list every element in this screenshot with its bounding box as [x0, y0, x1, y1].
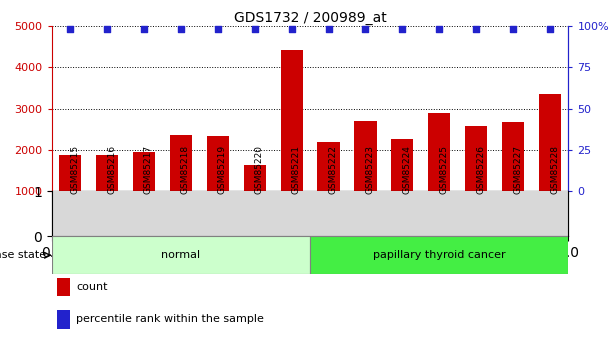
- Text: count: count: [77, 282, 108, 292]
- Bar: [52, 236, 310, 274]
- Bar: [310, 236, 568, 274]
- Point: [508, 27, 518, 32]
- Point: [545, 27, 555, 32]
- Text: GSM85225: GSM85225: [439, 145, 448, 194]
- Text: GSM85218: GSM85218: [181, 145, 190, 194]
- Point: [213, 27, 223, 32]
- Bar: [170, 135, 192, 233]
- Point: [471, 27, 481, 32]
- Point: [250, 27, 260, 32]
- Bar: [133, 152, 155, 233]
- Bar: [392, 139, 413, 233]
- Bar: [57, 278, 70, 296]
- Point: [139, 27, 149, 32]
- Point: [287, 27, 297, 32]
- Bar: [465, 126, 487, 233]
- Bar: [354, 121, 376, 233]
- Text: GSM85227: GSM85227: [513, 145, 522, 194]
- Text: GSM85222: GSM85222: [328, 145, 337, 194]
- Bar: [244, 165, 266, 233]
- Text: normal: normal: [161, 250, 201, 260]
- Bar: [59, 155, 81, 233]
- Point: [361, 27, 370, 32]
- Bar: [280, 50, 303, 233]
- Text: papillary thyroid cancer: papillary thyroid cancer: [373, 250, 506, 260]
- Bar: [207, 136, 229, 233]
- Bar: [317, 142, 340, 233]
- Text: GSM85216: GSM85216: [107, 145, 116, 194]
- Text: GSM85220: GSM85220: [255, 145, 264, 194]
- Text: GSM85221: GSM85221: [292, 145, 300, 194]
- Bar: [428, 113, 451, 233]
- Text: GSM85217: GSM85217: [144, 145, 153, 194]
- Text: GSM85223: GSM85223: [365, 145, 375, 194]
- Text: percentile rank within the sample: percentile rank within the sample: [77, 314, 264, 324]
- Point: [65, 27, 75, 32]
- Text: GSM85228: GSM85228: [550, 145, 559, 194]
- Text: GSM85215: GSM85215: [70, 145, 79, 194]
- Bar: [539, 94, 561, 233]
- Bar: [96, 155, 118, 233]
- Point: [323, 27, 333, 32]
- Point: [434, 27, 444, 32]
- Point: [102, 27, 112, 32]
- Bar: [502, 122, 524, 233]
- Text: disease state: disease state: [0, 250, 47, 260]
- Point: [176, 27, 186, 32]
- Point: [398, 27, 407, 32]
- Title: GDS1732 / 200989_at: GDS1732 / 200989_at: [233, 11, 387, 25]
- Bar: [57, 310, 70, 329]
- Text: GSM85219: GSM85219: [218, 145, 227, 194]
- Text: GSM85226: GSM85226: [476, 145, 485, 194]
- Text: GSM85224: GSM85224: [402, 145, 412, 194]
